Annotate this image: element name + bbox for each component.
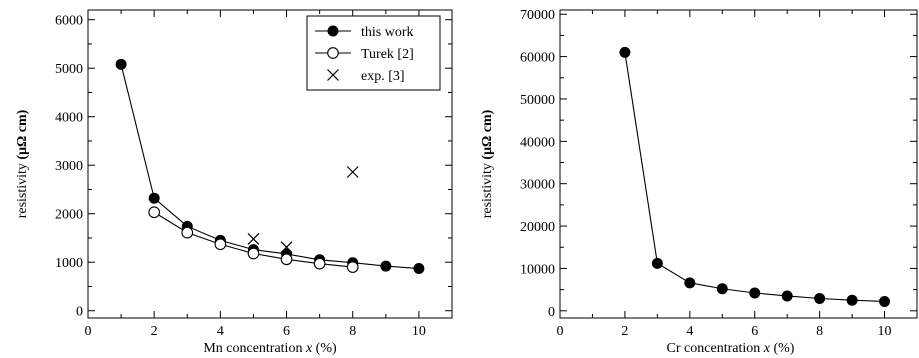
y-tick-label: 30000 bbox=[520, 178, 555, 193]
x-axis-label: Cr concentration x (%) bbox=[667, 341, 795, 356]
y-tick-label: 40000 bbox=[520, 135, 555, 150]
legend-marker bbox=[327, 47, 339, 59]
data-point bbox=[781, 290, 793, 302]
x-tick-label: 6 bbox=[751, 324, 758, 339]
y-axis-label: resistivity (μΩ cm) bbox=[15, 109, 30, 218]
data-point bbox=[879, 295, 891, 307]
y-tick-label: 2000 bbox=[55, 208, 83, 223]
x-tick-label: 8 bbox=[349, 324, 356, 339]
y-tick-label: 10000 bbox=[520, 262, 555, 277]
x-tick-label: 2 bbox=[621, 324, 628, 339]
legend-label: this work bbox=[361, 25, 414, 40]
y-tick-label: 6000 bbox=[55, 14, 83, 29]
data-point bbox=[280, 253, 293, 266]
y-tick-label: 20000 bbox=[520, 220, 555, 235]
x-tick-label: 4 bbox=[217, 324, 224, 339]
data-point bbox=[619, 46, 631, 58]
data-point bbox=[346, 261, 359, 273]
data-point bbox=[413, 263, 425, 275]
data-point bbox=[214, 238, 227, 251]
y-tick-label: 70000 bbox=[520, 8, 555, 23]
x-tick-label: 2 bbox=[151, 324, 158, 339]
data-point bbox=[684, 277, 696, 289]
y-tick-label: 3000 bbox=[55, 159, 83, 174]
plot-frame bbox=[87, 9, 453, 319]
y-tick-label: 50000 bbox=[520, 93, 555, 108]
x-tick-label: 8 bbox=[816, 324, 823, 339]
y-tick-label: 0 bbox=[548, 305, 555, 320]
data-point bbox=[115, 58, 127, 70]
plot-frame bbox=[559, 9, 918, 319]
data-point bbox=[280, 241, 293, 254]
y-tick-label: 1000 bbox=[55, 256, 83, 271]
data-point bbox=[651, 257, 663, 269]
data-point bbox=[247, 247, 260, 260]
x-tick-label: 4 bbox=[686, 324, 693, 339]
x-axis-label: Mn concentration x (%) bbox=[203, 341, 337, 356]
data-point bbox=[749, 287, 761, 299]
data-point bbox=[148, 206, 161, 219]
data-point bbox=[380, 260, 392, 272]
legend-marker bbox=[327, 69, 339, 81]
mn-resistivity-plot: 0 2 4 6 8 10 0 1000 2000 3000 4000 5000 6000 Mn conce… bbox=[15, 9, 453, 356]
x-tick-label: 6 bbox=[283, 324, 290, 339]
x-tick-label: 0 bbox=[557, 324, 564, 339]
data-point bbox=[247, 233, 260, 245]
legend-marker bbox=[327, 25, 339, 37]
legend: this work Turek [2] exp. [3] bbox=[306, 15, 441, 91]
data-point bbox=[148, 192, 160, 204]
data-point bbox=[346, 166, 359, 178]
y-tick-label: 60000 bbox=[520, 51, 555, 66]
data-point bbox=[181, 226, 194, 239]
cr-resistivity-plot: 0 2 4 6 8 10 0 10000 20000 30000 40000 50000 60000 70… bbox=[480, 8, 918, 356]
data-point bbox=[313, 257, 326, 270]
legend-label: exp. [3] bbox=[361, 69, 405, 84]
series-exp-3 bbox=[247, 166, 359, 254]
y-tick-label: 5000 bbox=[55, 62, 83, 77]
series-data bbox=[619, 46, 891, 307]
series-line bbox=[120, 64, 419, 270]
legend-label: Turek [2] bbox=[361, 47, 414, 62]
series-this-work bbox=[115, 58, 425, 275]
data-point bbox=[716, 283, 728, 295]
x-tick-label: 10 bbox=[878, 324, 892, 339]
x-tick-label: 10 bbox=[412, 324, 426, 339]
series-turek-2 bbox=[148, 206, 359, 273]
x-tick-label: 0 bbox=[85, 324, 92, 339]
y-axis-label: resistivity (μΩ cm) bbox=[480, 109, 495, 218]
series-line bbox=[624, 52, 885, 303]
y-tick-label: 4000 bbox=[55, 111, 83, 126]
y-tick-label: 0 bbox=[76, 305, 83, 320]
data-point bbox=[846, 294, 858, 306]
data-point bbox=[814, 293, 826, 305]
